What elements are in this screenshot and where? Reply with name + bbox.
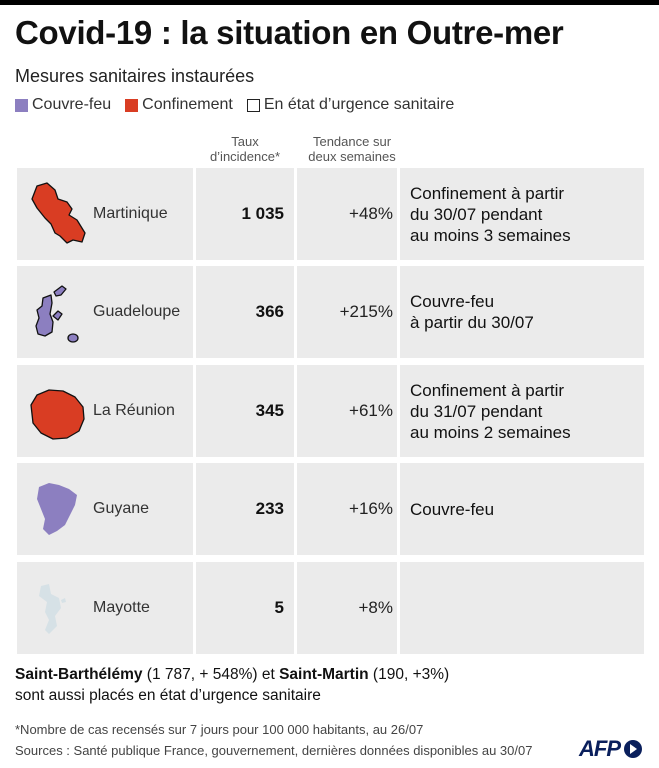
legend-item-confinement: Confinement — [125, 96, 233, 114]
measure-cell — [400, 562, 644, 654]
trend-cell: +16% — [297, 463, 397, 555]
guadeloupe-map — [35, 285, 79, 343]
territory-cell: Guyane — [17, 463, 193, 555]
table-row: La Réunion 345 +61% Confinement à partir… — [17, 365, 644, 457]
territory-name: La Réunion — [93, 402, 175, 419]
header-trend-line2: deux semaines — [308, 149, 396, 164]
territory-cell: Guadeloupe — [17, 266, 193, 358]
measure-cell: Couvre-feu — [400, 463, 644, 555]
header-incidence: Taux d’incidence* — [196, 134, 294, 164]
measure-cell: Confinement à partir du 31/07 pendant au… — [400, 365, 644, 457]
rate-cell: 233 — [196, 463, 294, 555]
legend-label-confinement: Confinement — [142, 96, 233, 113]
note-line2: sont aussi placés en état d’urgence sani… — [15, 687, 321, 704]
legend-item-couvre-feu: Couvre-feu — [15, 96, 111, 114]
measure-cell: Couvre-feu à partir du 30/07 — [400, 266, 644, 358]
incidence-rate: 5 — [274, 598, 284, 617]
header-incidence-line1: Taux — [231, 134, 259, 149]
header-trend: Tendance sur deux semaines — [297, 134, 407, 164]
table-row: Mayotte 5 +8% — [17, 562, 644, 654]
incidence-rate: 233 — [255, 499, 284, 518]
martinique-map — [31, 182, 86, 244]
sources: Sources : Santé publique France, gouvern… — [15, 743, 533, 758]
measure-text: Couvre-feu à partir du 30/07 — [410, 292, 534, 332]
guyane-map — [37, 483, 77, 535]
legend-swatch-urgence — [246, 98, 260, 112]
trend-value: +16% — [349, 499, 393, 518]
rate-cell: 345 — [196, 365, 294, 457]
territory-name: Martinique — [93, 205, 168, 222]
table-row: Martinique 1 035 +48% Confinement à part… — [17, 168, 644, 260]
trend-cell: +48% — [297, 168, 397, 260]
territory-name: Guadeloupe — [93, 303, 181, 320]
territory-name: Guyane — [93, 500, 150, 517]
afp-logo-icon — [624, 740, 642, 758]
rate-cell: 1 035 — [196, 168, 294, 260]
subtitle: Mesures sanitaires instaurées — [15, 66, 255, 86]
top-bar — [0, 0, 659, 5]
measure-text: Confinement à partir du 31/07 pendant au… — [410, 380, 571, 442]
territory-name: Mayotte — [93, 599, 150, 616]
afp-logo-text: AFP — [579, 736, 621, 761]
note-saint-barthelemy: Saint-Barthélémy — [15, 666, 143, 683]
incidence-rate: 345 — [255, 401, 284, 420]
legend-label-couvre-feu: Couvre-feu — [32, 96, 112, 113]
incidence-rate: 366 — [255, 302, 284, 321]
legend-item-urgence: En état d’urgence sanitaire — [246, 96, 455, 114]
trend-value: +8% — [358, 598, 394, 617]
legend-swatch-confinement — [125, 98, 139, 112]
footnote: *Nombre de cas recensés sur 7 jours pour… — [15, 722, 424, 737]
rate-cell: 366 — [196, 266, 294, 358]
note-line1: Saint-Barthélémy (1 787, + 548%) et Sain… — [15, 664, 449, 685]
page-title: Covid-19 : la situation en Outre-mer — [15, 14, 564, 51]
reunion-map — [30, 389, 85, 440]
trend-cell: +8% — [297, 562, 397, 654]
note-sb-values: (1 787, + 548%) et — [142, 666, 280, 683]
mayotte-map — [39, 584, 66, 634]
legend: Couvre-feu Confinement En état d’urgence… — [15, 95, 468, 115]
measure-text: Couvre-feu — [410, 499, 495, 519]
header-trend-line1: Tendance sur — [312, 134, 392, 149]
table-row: Guyane 233 +16% Couvre-feu — [17, 463, 644, 555]
note-saint-martin: Saint-Martin — [279, 666, 369, 683]
trend-cell: +61% — [297, 365, 397, 457]
header-incidence-line2: d’incidence* — [209, 149, 281, 164]
afp-logo: AFP — [579, 736, 642, 762]
trend-value: +215% — [339, 302, 393, 321]
trend-cell: +215% — [297, 266, 397, 358]
trend-value: +61% — [349, 401, 393, 420]
measure-cell: Confinement à partir du 30/07 pendant au… — [400, 168, 644, 260]
trend-value: +48% — [349, 204, 393, 223]
territory-cell: Martinique — [17, 168, 193, 260]
note-sm-values: (190, +3%) — [368, 666, 450, 683]
territory-cell: Mayotte — [17, 562, 193, 654]
legend-swatch-couvre-feu — [15, 98, 28, 112]
incidence-rate: 1 035 — [241, 204, 284, 223]
table-row: Guadeloupe 366 +215% Couvre-feu à partir… — [17, 266, 644, 358]
measure-text: Confinement à partir du 30/07 pendant au… — [410, 183, 571, 245]
legend-label-urgence: En état d’urgence sanitaire — [263, 96, 455, 113]
territory-cell: La Réunion — [17, 365, 193, 457]
note: Saint-Barthélémy (1 787, + 548%) et Sain… — [15, 664, 449, 706]
rate-cell: 5 — [196, 562, 294, 654]
